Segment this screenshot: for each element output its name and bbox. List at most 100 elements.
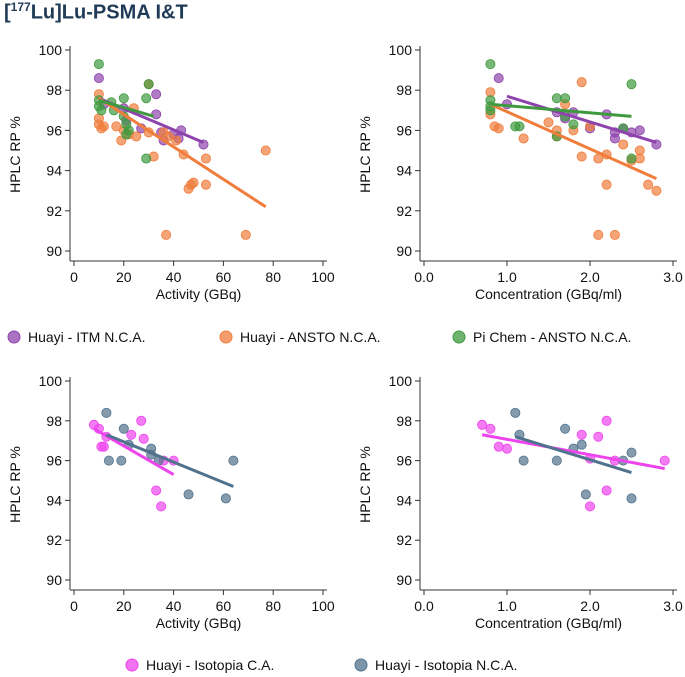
data-point: [601, 485, 612, 496]
title-prefix: [: [4, 1, 11, 24]
chart-panel-3: 90 92 94 96 98 100 0 20 40 60 80 100 Activity (GBq) H…: [7, 373, 335, 631]
x-axis-title: Concentration (GBq/ml): [475, 615, 622, 631]
y-tick-label: 90: [46, 243, 62, 259]
legend-legend_top: Huayi - ITM N.C.A. Huayi - ANSTO N.C.A. Pi…: [7, 329, 631, 345]
series-1: [88, 415, 179, 512]
y-tick-label: 90: [396, 243, 412, 259]
data-point: [634, 153, 645, 164]
data-point: [518, 133, 529, 144]
x-tick-label: 0: [70, 598, 78, 614]
chart-panel-4: 90 92 94 96 98 100 0.0 1.0 2.0 3.0 Concentration (…: [357, 373, 683, 631]
x-tick-label: 100: [311, 598, 335, 614]
y-axis-title: HPLC RP %: [7, 446, 23, 523]
data-point: [171, 135, 182, 146]
legend-label: Huayi - ITM N.C.A.: [28, 329, 145, 345]
x-tick-label: 3.0: [663, 269, 683, 285]
data-point: [131, 131, 142, 142]
legend-marker: [125, 658, 139, 672]
x-tick-label: 40: [166, 269, 182, 285]
y-tick-label: 98: [396, 413, 412, 429]
x-axis-title: Activity (GBq): [156, 615, 242, 631]
data-point: [477, 419, 488, 430]
data-point: [260, 145, 271, 156]
legend-marker: [354, 658, 368, 672]
data-point: [601, 415, 612, 426]
fit-line: [489, 102, 658, 181]
data-point: [568, 119, 579, 130]
data-point: [116, 455, 127, 466]
data-point: [485, 59, 496, 70]
x-tick-label: 20: [116, 269, 132, 285]
legend-marker: [7, 330, 21, 344]
y-tick-label: 90: [396, 572, 412, 588]
fit-line: [490, 102, 632, 118]
data-point: [576, 439, 587, 450]
data-point: [200, 153, 211, 164]
fit-line: [514, 435, 632, 474]
y-axis-title: HPLC RP %: [7, 116, 23, 193]
data-point: [143, 79, 154, 90]
data-point: [585, 501, 596, 512]
y-axis-title: HPLC RP %: [357, 446, 373, 523]
data-point: [551, 455, 562, 466]
x-tick-label: 100: [311, 269, 335, 285]
data-point: [141, 153, 152, 164]
series-1: [477, 415, 670, 512]
data-point: [576, 429, 587, 440]
figure-title: [177Lu]Lu-PSMA I&T: [4, 0, 188, 25]
data-point: [98, 441, 109, 452]
data-point: [96, 105, 107, 116]
data-point: [576, 77, 587, 88]
data-point: [626, 447, 637, 458]
data-point: [98, 121, 109, 132]
data-point: [560, 93, 571, 104]
data-point: [151, 89, 162, 100]
data-point: [93, 73, 104, 84]
data-point: [514, 121, 525, 132]
data-point: [493, 441, 504, 452]
data-point: [601, 179, 612, 190]
data-point: [618, 139, 629, 150]
data-point: [118, 93, 129, 104]
data-point: [609, 133, 620, 144]
y-tick-label: 94: [396, 492, 412, 508]
data-point: [543, 117, 554, 128]
data-point: [651, 185, 662, 196]
y-tick-label: 94: [396, 163, 412, 179]
data-point: [580, 489, 591, 500]
x-tick-label: 1.0: [497, 269, 517, 285]
y-tick-label: 96: [46, 122, 62, 138]
y-tick-label: 94: [46, 163, 62, 179]
data-point: [220, 493, 231, 504]
fit-line: [98, 98, 155, 118]
data-point: [485, 423, 496, 434]
data-point: [188, 177, 199, 188]
y-tick-label: 100: [389, 373, 413, 389]
data-point: [161, 229, 172, 240]
y-tick-label: 92: [396, 532, 412, 548]
x-tick-label: 60: [216, 598, 232, 614]
series-2: [101, 407, 239, 504]
y-tick-label: 100: [389, 42, 413, 58]
x-tick-label: 0: [70, 269, 78, 285]
y-axis-title: HPLC RP %: [357, 116, 373, 193]
data-point: [228, 455, 239, 466]
data-point: [643, 179, 654, 190]
x-tick-label: 40: [166, 598, 182, 614]
data-point: [493, 123, 504, 134]
y-tick-label: 92: [46, 532, 62, 548]
data-point: [103, 455, 114, 466]
y-tick-label: 98: [396, 82, 412, 98]
data-point: [156, 501, 167, 512]
data-point: [183, 489, 194, 500]
x-tick-label: 20: [116, 598, 132, 614]
data-point: [200, 179, 211, 190]
x-tick-label: 1.0: [497, 598, 517, 614]
legend-label: Huayi - ANSTO N.C.A.: [240, 329, 381, 345]
data-point: [518, 455, 529, 466]
legend-marker: [452, 330, 466, 344]
y-tick-label: 100: [39, 373, 63, 389]
data-point: [501, 443, 512, 454]
x-tick-label: 3.0: [663, 598, 683, 614]
